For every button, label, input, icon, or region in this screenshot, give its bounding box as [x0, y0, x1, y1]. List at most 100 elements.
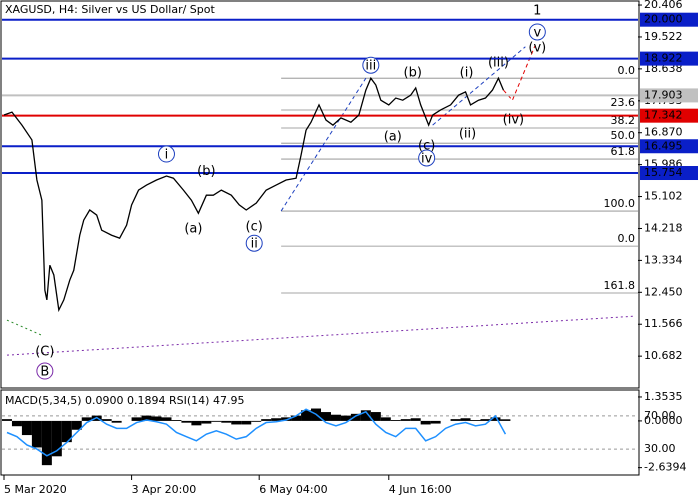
- trend-line: [280, 77, 367, 212]
- macd-bar: [131, 417, 142, 421]
- main-frame: [0, 0, 640, 389]
- macd-bar: [1, 419, 12, 421]
- macd-bar: [410, 418, 421, 421]
- fib-label: 161.8: [604, 279, 636, 292]
- macd-bar: [350, 413, 361, 421]
- wave-label: (a): [184, 222, 202, 237]
- macd-bar: [291, 415, 302, 421]
- fib-label: 38.2: [611, 114, 636, 127]
- indicator-frame: [0, 389, 640, 476]
- level-label: 16.495: [644, 139, 683, 152]
- indicator-title: MACD(5,34,5) 0.0900 0.1894 RSI(14) 47.95: [5, 394, 244, 407]
- wave-label: (iv): [503, 112, 524, 127]
- price-line: [3, 76, 505, 313]
- y-tick-label: 12.450: [644, 285, 683, 298]
- y-tick-label: 16.870: [644, 126, 683, 139]
- x-tick-label: 4 Jun 16:00: [389, 483, 452, 496]
- wave-label: (iii): [488, 55, 509, 70]
- macd-bar: [41, 420, 52, 466]
- macd-bar: [51, 420, 62, 457]
- chart-title: XAGUSD, H4: Silver vs US Dollar/ Spot: [5, 3, 215, 16]
- wave-label: (c): [418, 138, 435, 153]
- level-label-box: [640, 139, 698, 154]
- wave-label: (b): [404, 66, 422, 81]
- level-label-box: [640, 12, 698, 27]
- y2-tick-label: 70.00: [644, 409, 676, 422]
- y-tick-label: 20.406: [644, 0, 683, 11]
- wave-label: (C): [35, 345, 54, 360]
- macd-bar: [111, 420, 122, 423]
- macd-bar: [420, 420, 431, 425]
- macd-bar: [470, 420, 481, 421]
- macd-bar: [430, 420, 441, 424]
- wave-circle: [528, 23, 546, 41]
- wave-label: (i): [460, 66, 474, 81]
- trend-line: [432, 46, 526, 126]
- macd-bar: [171, 420, 182, 421]
- wave-label: (a): [384, 129, 402, 144]
- macd-bar: [161, 417, 172, 421]
- y-tick-label: 0.0000: [644, 414, 683, 427]
- macd-bar: [480, 419, 491, 421]
- macd-bar: [241, 420, 252, 425]
- macd-bar: [370, 412, 381, 421]
- wave-label: iii: [365, 59, 376, 74]
- fib-label: 61.8: [611, 145, 636, 158]
- wave-label: i: [165, 148, 169, 163]
- macd-bar: [340, 415, 351, 421]
- macd-bar: [330, 414, 341, 421]
- level-label-box: [640, 108, 698, 123]
- wave-circle: [418, 149, 436, 167]
- macd-bar: [151, 416, 162, 421]
- rsi-line: [6, 408, 507, 457]
- fib-label: 0.0: [618, 232, 636, 245]
- fib-label: 23.6: [611, 96, 636, 109]
- wave-label: iv: [421, 151, 433, 166]
- macd-bar: [61, 420, 72, 443]
- y-tick-label: 13.334: [644, 253, 683, 266]
- y2-tick-label: 30.00: [644, 442, 676, 455]
- wave-label: (ii): [459, 127, 476, 142]
- fib-label: 0.0: [618, 64, 636, 77]
- level-label: 18.922: [644, 52, 683, 65]
- y-tick-label: 10.682: [644, 349, 683, 362]
- macd-bar: [450, 419, 461, 421]
- trend-line: [6, 315, 636, 356]
- macd-bar: [141, 415, 152, 421]
- macd-bar: [500, 419, 511, 421]
- macd-bar: [390, 420, 401, 421]
- macd-bar: [251, 420, 262, 422]
- wave-circle: [36, 362, 54, 380]
- macd-bar: [261, 419, 272, 421]
- macd-bar: [101, 419, 112, 421]
- macd-bar: [221, 420, 232, 423]
- macd-bar: [460, 418, 471, 421]
- wave-label: 1: [533, 3, 541, 18]
- level-label-box: [640, 166, 698, 181]
- macd-bar: [231, 420, 242, 425]
- wave-circle: [362, 56, 380, 74]
- wave-label: (v): [528, 41, 546, 56]
- wave-label: v: [533, 25, 541, 40]
- macd-bar: [320, 412, 331, 421]
- y-tick-label: 19.522: [644, 30, 683, 43]
- macd-bar: [281, 417, 292, 421]
- x-tick-label: 3 Apr 20:00: [132, 483, 197, 496]
- macd-bar: [181, 420, 192, 423]
- y-tick-label: 14.218: [644, 221, 683, 234]
- y-tick-label: 11.566: [644, 317, 683, 330]
- y-tick-label: 1.3535: [644, 390, 683, 403]
- macd-bar: [201, 420, 212, 424]
- level-label: 15.754: [644, 166, 683, 179]
- x-tick-label: 5 Mar 2020: [4, 483, 67, 496]
- macd-bar: [11, 420, 22, 427]
- level-label-box: [640, 88, 698, 103]
- level-label: 17.342: [644, 109, 683, 122]
- wave-label: ii: [251, 237, 258, 252]
- macd-bar: [301, 410, 312, 421]
- wave-label: B: [40, 365, 49, 380]
- fib-label: 100.0: [604, 197, 636, 210]
- wave-label: (c): [246, 220, 263, 235]
- x-tick-label: 6 May 04:00: [259, 483, 327, 496]
